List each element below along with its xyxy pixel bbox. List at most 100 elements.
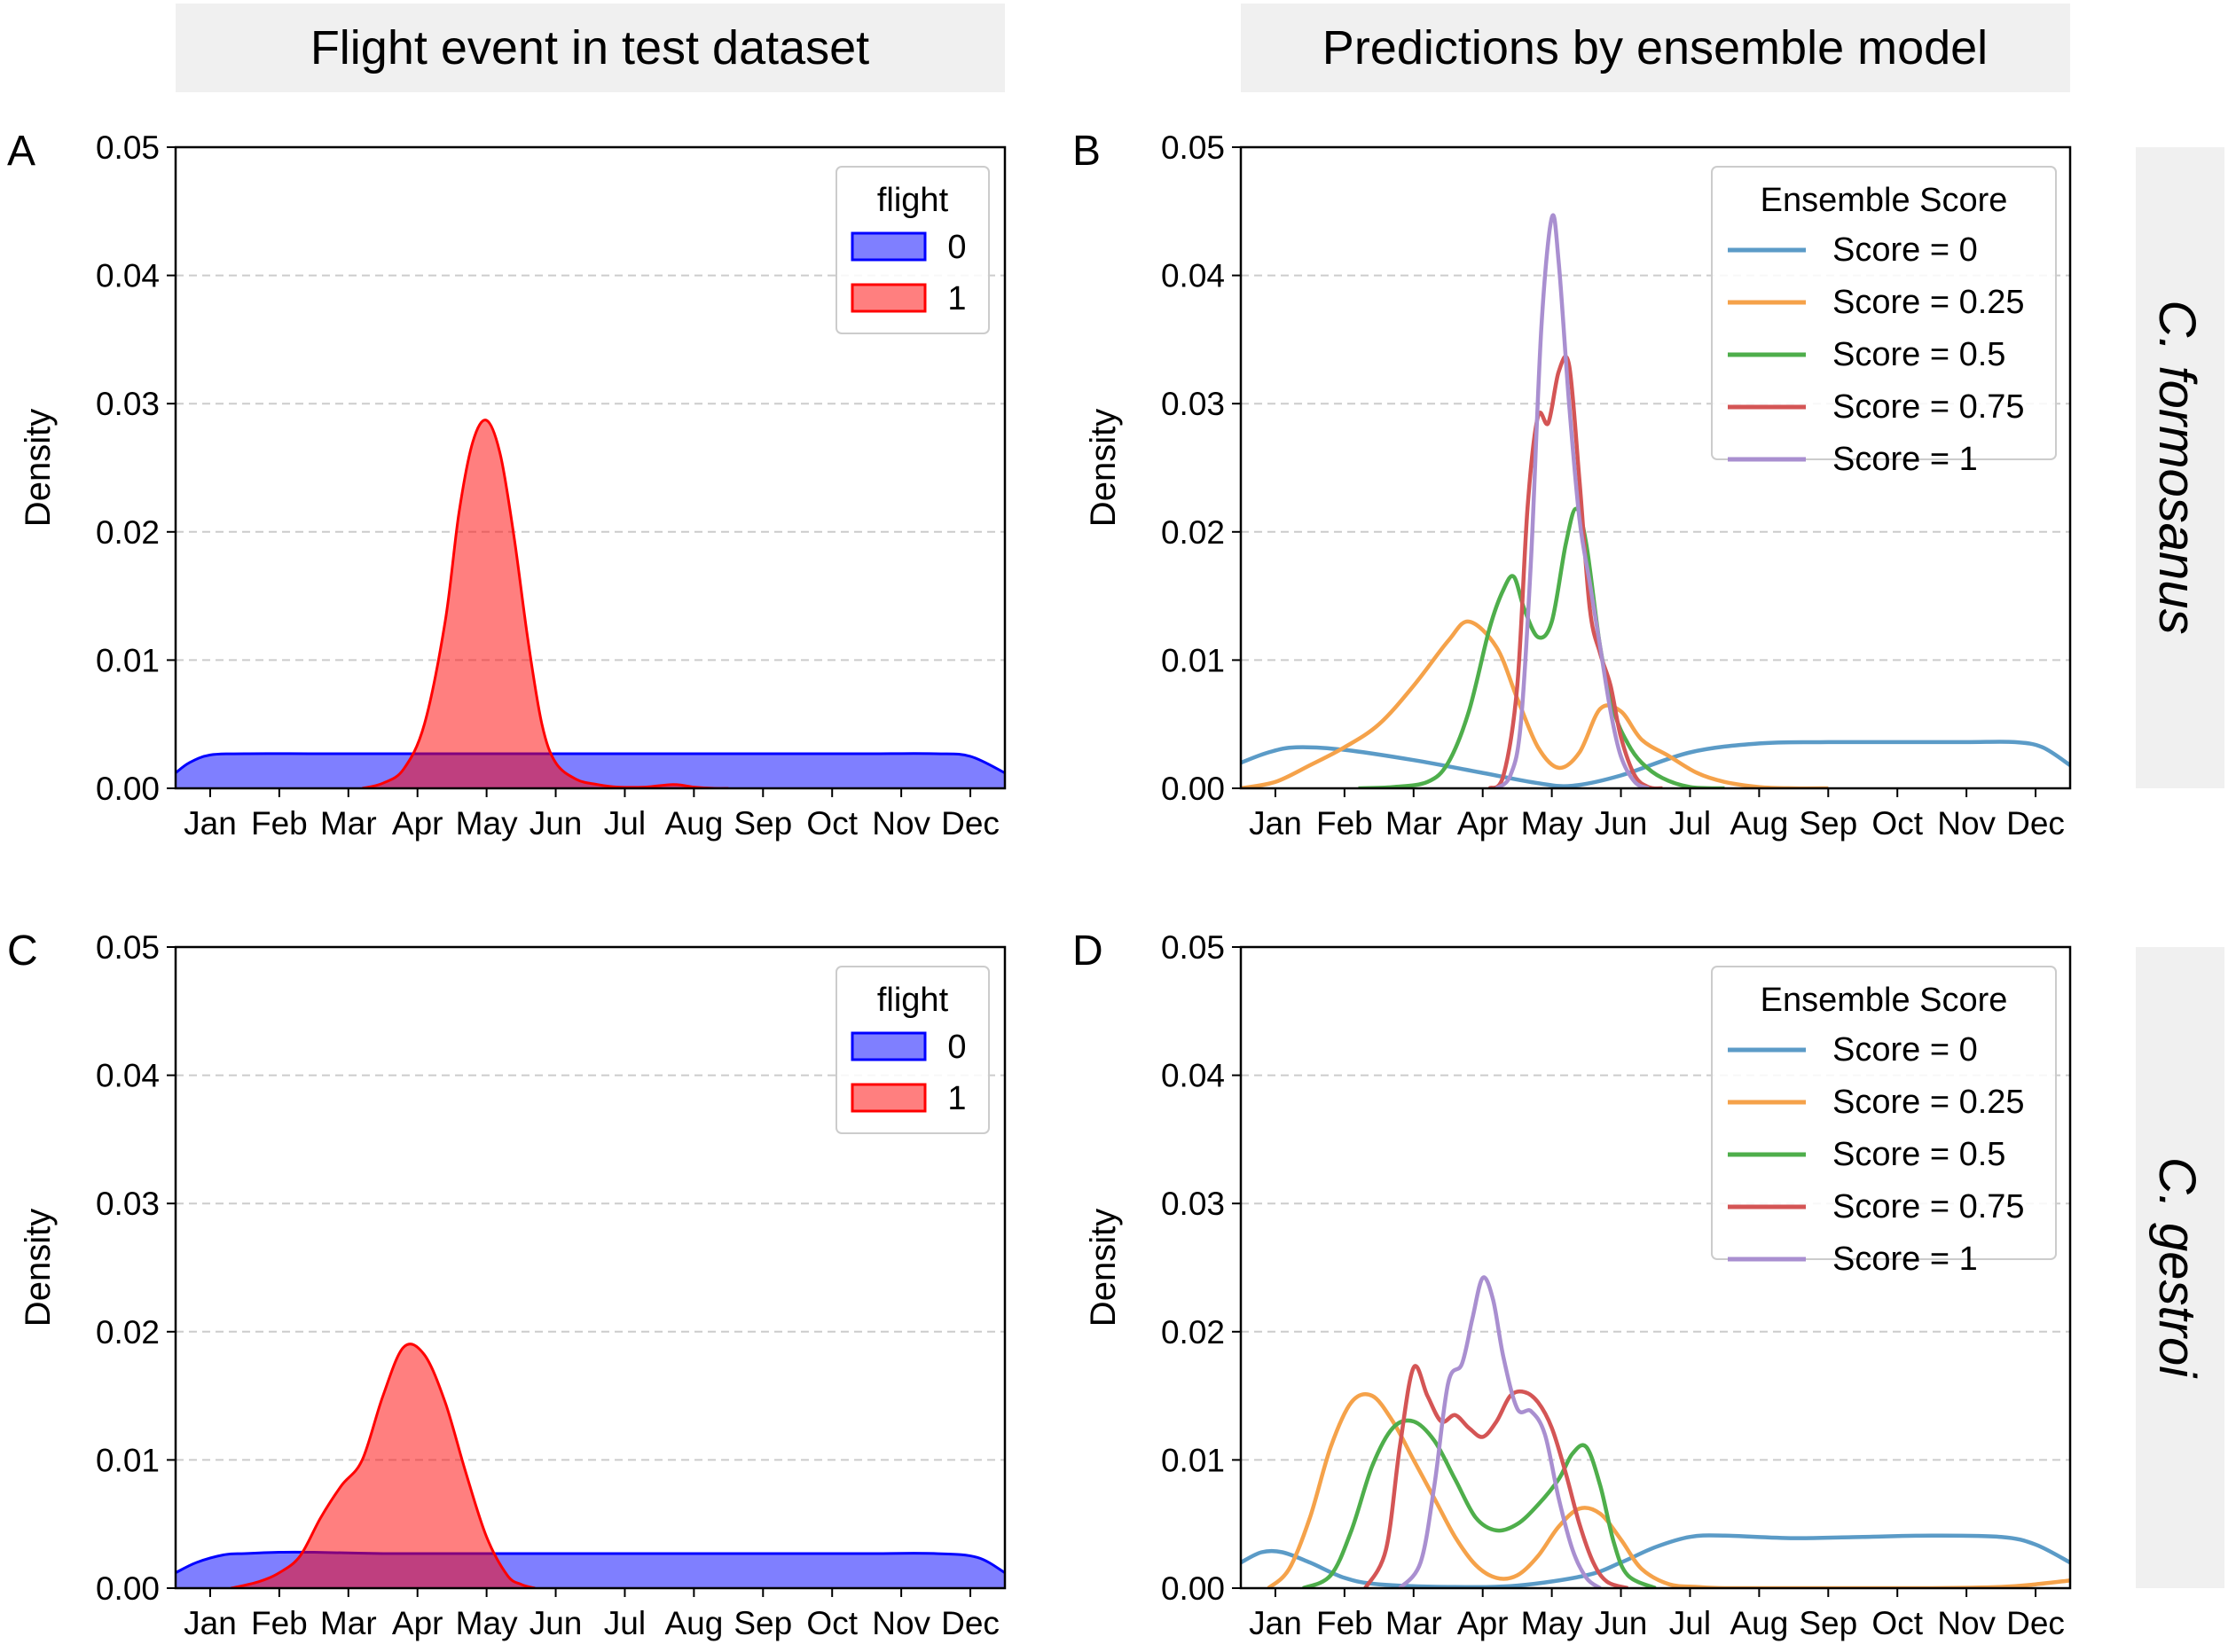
x-tick-label: Jun	[1595, 1605, 1648, 1641]
legend-label-1: Score = 0	[1832, 231, 1978, 269]
legend-title: flight	[877, 982, 949, 1019]
y-axis-label: Density	[1084, 409, 1123, 527]
species-label-bottom: C. gestroi	[2148, 1157, 2206, 1379]
y-tick-label: 0.02	[1161, 514, 1225, 551]
y-tick-label: 0.04	[1161, 1058, 1225, 1094]
legend-label-1: 1	[947, 1080, 966, 1117]
y-tick-label: 0.00	[1161, 1570, 1225, 1607]
x-tick-label: Jun	[530, 1605, 583, 1641]
x-tick-label: Oct	[1871, 1605, 1923, 1641]
legend-label-4: Score = 0.75	[1832, 1188, 2025, 1225]
x-tick-label: Jan	[1249, 805, 1302, 842]
y-tick-label: 0.01	[1161, 642, 1225, 678]
x-tick-label: Aug	[664, 805, 723, 842]
legend-label-1: Score = 0	[1832, 1031, 1978, 1069]
x-tick-label: Jun	[530, 805, 583, 842]
panel-c: C 0.00 0.01 0.02 0.03 0.04 0.05 Jan Feb Mar Apr May…	[7, 928, 1007, 1641]
x-tick-label: Aug	[664, 1605, 723, 1641]
legend-swatch-1	[851, 1083, 927, 1113]
x-tick-label: Feb	[251, 805, 308, 842]
species-strip-bottom	[2136, 947, 2224, 1588]
y-tick-label: 0.05	[96, 129, 160, 166]
x-tick-label: Nov	[1937, 805, 1996, 842]
species-strip-top	[2136, 147, 2224, 788]
plot-area	[176, 1343, 1005, 1588]
x-tick-label: Mar	[320, 805, 377, 842]
legend-label-2: Score = 0.25	[1832, 1084, 2025, 1121]
x-tick-label: Nov	[872, 805, 930, 842]
x-tick-label: Dec	[2006, 805, 2065, 842]
x-tick-label: Apr	[392, 805, 443, 842]
x-tick-label: Jul	[1669, 1605, 1711, 1641]
legend-title: flight	[877, 182, 949, 219]
x-tick-label: Jul	[604, 805, 646, 842]
density-line-4	[1487, 354, 1663, 788]
legend: flight 0 1	[836, 166, 990, 334]
x-tick-label: Feb	[1316, 1605, 1373, 1641]
panel-b: B 0.00 0.01 0.02 0.03 0.04 0.05 Jan Feb Mar Apr May…	[1072, 128, 2072, 842]
y-tick-label: 0.03	[1161, 1186, 1225, 1222]
x-tick-label: Dec	[2006, 1605, 2065, 1641]
x-tick-label: May	[1521, 805, 1583, 842]
y-tick-label: 0.01	[96, 1442, 160, 1478]
x-tick-label: Apr	[392, 1605, 443, 1641]
y-tick-label: 0.02	[1161, 1314, 1225, 1351]
legend: Ensemble Score Score = 0 Score = 0.25 Score…	[1711, 166, 2057, 478]
header-right: Predictions by ensemble model	[1322, 21, 1988, 74]
x-tick-label: May	[456, 1605, 518, 1641]
x-tick-label: Jul	[1669, 805, 1711, 842]
y-axis-label: Density	[1084, 1209, 1123, 1327]
panel-letter: D	[1072, 928, 1103, 975]
y-tick-label: 0.05	[1161, 129, 1225, 166]
x-tick-label: Mar	[1385, 1605, 1442, 1641]
y-tick-label: 0.05	[96, 929, 160, 966]
density-line-5	[1494, 213, 1650, 788]
header-strip-right	[1241, 4, 2070, 92]
legend-label-4: Score = 0.75	[1832, 388, 2025, 426]
density-area-0	[176, 753, 1005, 788]
x-tick-label: Jul	[604, 1605, 646, 1641]
x-tick-label: Jan	[184, 805, 237, 842]
x-tick-label: May	[1521, 1605, 1583, 1641]
y-tick-label: 0.03	[1161, 386, 1225, 422]
y-tick-label: 0.04	[96, 1058, 160, 1094]
x-tick-label: Sep	[1799, 1605, 1857, 1641]
density-line-2	[1241, 619, 1829, 788]
legend-frame	[1711, 166, 2057, 460]
legend-label-5: Score = 1	[1832, 1241, 1978, 1278]
axes-frame	[174, 145, 1007, 790]
y-tick-label: 0.04	[96, 258, 160, 294]
x-tick-label: Mar	[320, 1605, 377, 1641]
panel-letter: B	[1072, 128, 1101, 175]
legend-label-1: 1	[947, 280, 966, 317]
y-axis-label: Density	[19, 409, 58, 527]
legend-label-0: 0	[947, 1029, 966, 1066]
x-tick-label: Aug	[1730, 1605, 1788, 1641]
panel-letter: C	[7, 928, 38, 975]
plot-area	[176, 419, 1005, 788]
x-tick-label: Dec	[941, 1605, 1000, 1641]
legend-label-3: Score = 0.5	[1832, 336, 2005, 373]
y-tick-label: 0.04	[1161, 258, 1225, 294]
legend-frame	[1711, 966, 2057, 1260]
density-line-3	[1358, 506, 1725, 788]
density-line-5	[1398, 1275, 1602, 1588]
species-label-top: C. formosanus	[2148, 300, 2206, 634]
x-tick-label: May	[456, 805, 518, 842]
plot-area	[1241, 213, 2070, 788]
x-tick-label: Jan	[1249, 1605, 1302, 1641]
header-strip-left	[176, 4, 1005, 92]
y-tick-label: 0.01	[1161, 1442, 1225, 1478]
plot-area	[1241, 1275, 2070, 1588]
x-tick-label: Nov	[872, 1605, 930, 1641]
density-area-1	[231, 1343, 536, 1588]
density-line-2	[1267, 1392, 2070, 1588]
x-tick-label: Mar	[1385, 805, 1442, 842]
y-tick-label: 0.03	[96, 1186, 160, 1222]
y-tick-label: 0.00	[96, 771, 160, 807]
legend-title: Ensemble Score	[1761, 182, 2008, 219]
x-tick-label: Oct	[806, 805, 858, 842]
axes-frame	[1239, 145, 2072, 790]
x-tick-label: Nov	[1937, 1605, 1996, 1641]
